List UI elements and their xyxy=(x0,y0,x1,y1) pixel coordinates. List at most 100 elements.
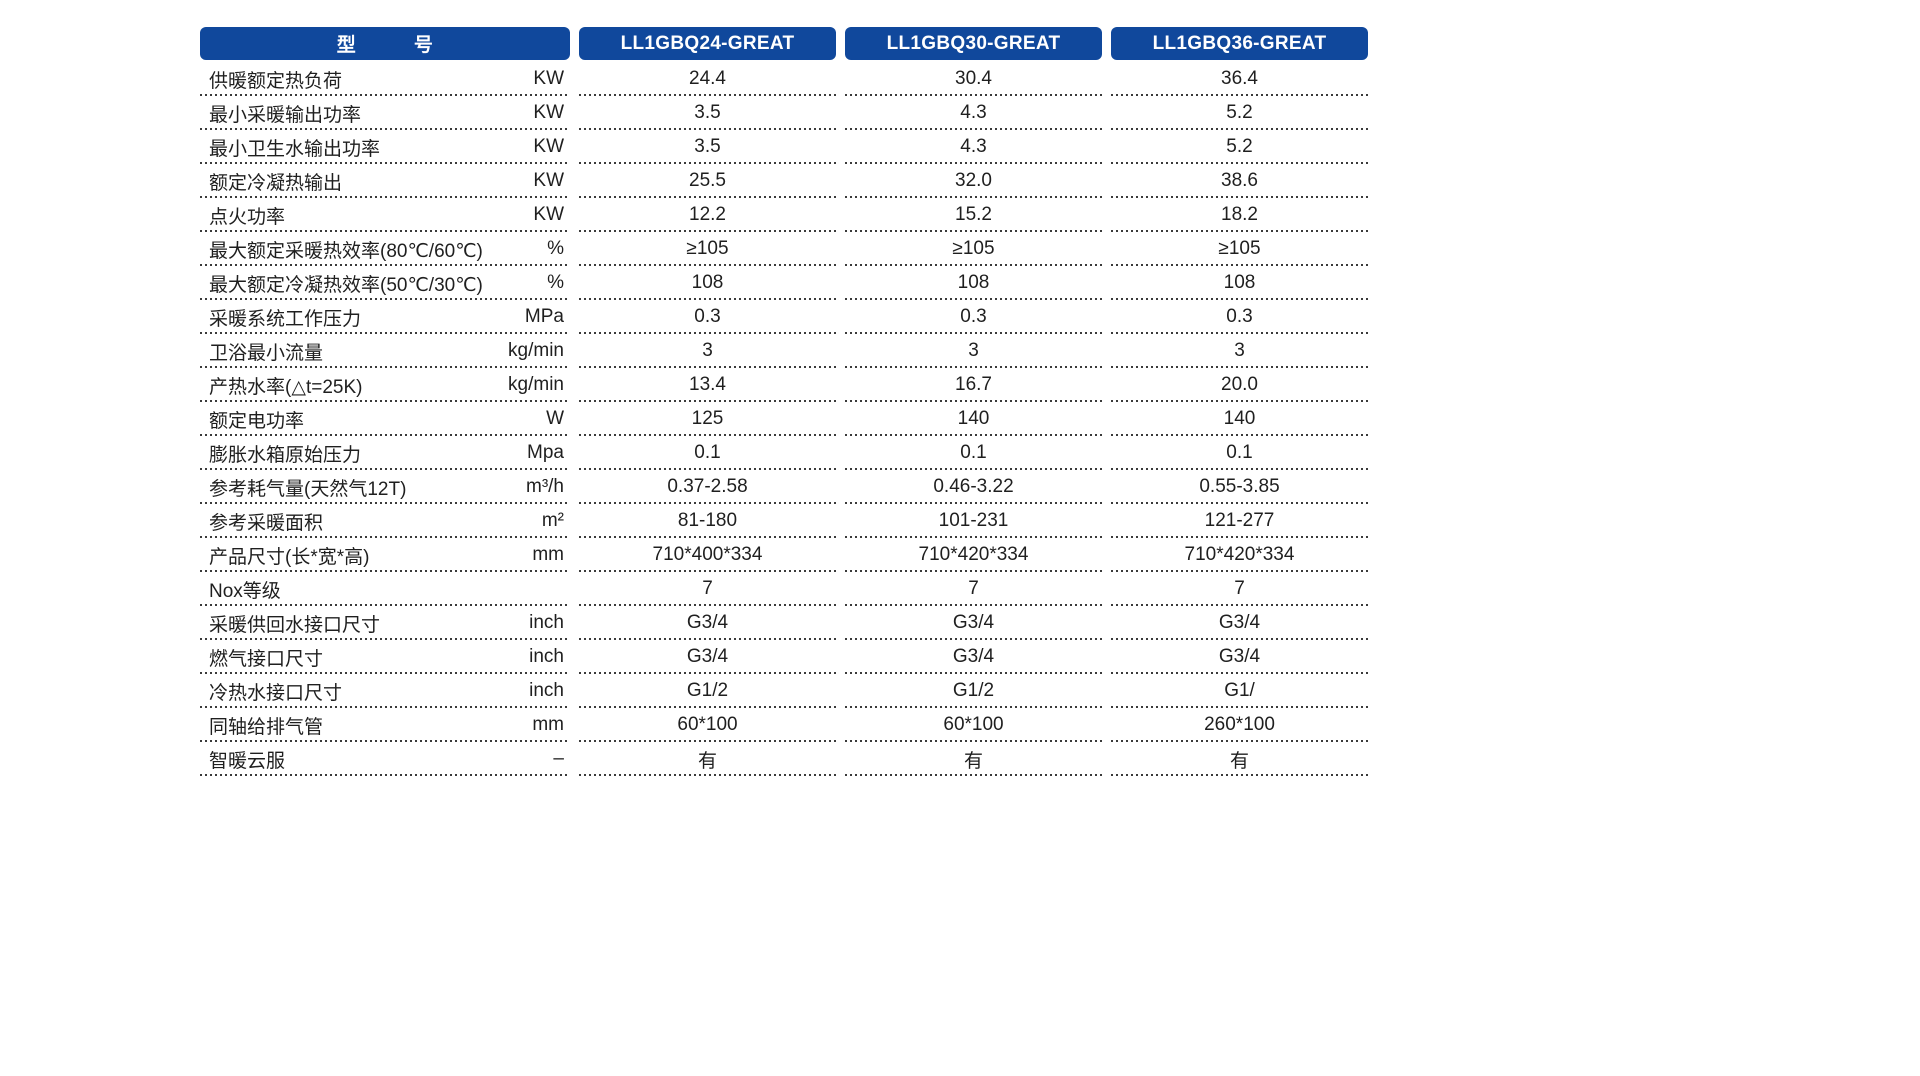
spec-value: 121-277 xyxy=(1204,510,1275,531)
spec-unit: – xyxy=(553,748,564,769)
spec-value: 140 xyxy=(1223,408,1256,429)
spec-value-cell: 25.5 xyxy=(579,164,836,198)
spec-value: 0.37-2.58 xyxy=(667,476,748,497)
spec-value: 108 xyxy=(957,272,990,293)
spec-label: 供暖额定热负荷 xyxy=(209,70,343,92)
spec-row-label-cell: 最小采暖输出功率 KW xyxy=(200,96,570,130)
spec-row-label-cell: 点火功率 KW xyxy=(200,198,570,232)
spec-row-label-cell: 采暖系统工作压力 MPa xyxy=(200,300,570,334)
spec-value-cell: 7 xyxy=(1111,572,1368,606)
spec-label: 额定电功率 xyxy=(209,410,305,432)
spec-value: 有 xyxy=(697,750,717,772)
spec-value-cell: G1/2 xyxy=(579,674,836,708)
spec-value-cell: 60*100 xyxy=(845,708,1102,742)
spec-value: 4.3 xyxy=(960,102,987,123)
spec-row-label-cell: Nox等级 xyxy=(200,572,570,606)
model-header-label: LL1GBQ30-GREAT xyxy=(886,32,1061,54)
spec-row-label-cell: 燃气接口尺寸 inch xyxy=(200,640,570,674)
spec-value: 30.4 xyxy=(955,68,992,89)
spec-value: 7 xyxy=(968,578,979,599)
spec-value: 108 xyxy=(691,272,724,293)
spec-value-cell: 16.7 xyxy=(845,368,1102,402)
spec-value-cell: 15.2 xyxy=(845,198,1102,232)
spec-value-cell: 121-277 xyxy=(1111,504,1368,538)
spec-label: 采暖供回水接口尺寸 xyxy=(209,614,381,636)
spec-value: 60*100 xyxy=(677,714,738,735)
spec-value-cell: 20.0 xyxy=(1111,368,1368,402)
spec-table: 型 号 LL1GBQ24-GREAT LL1GBQ30-GREAT LL1GBQ… xyxy=(200,27,1368,776)
spec-label: 智暖云服 xyxy=(209,750,286,772)
spec-label: Nox等级 xyxy=(209,580,281,602)
spec-value: 3 xyxy=(702,340,713,361)
spec-value-cell: 125 xyxy=(579,402,836,436)
spec-value-cell: 36.4 xyxy=(1111,62,1368,96)
spec-value-cell: G3/4 xyxy=(579,640,836,674)
spec-value-cell: 4.3 xyxy=(845,96,1102,130)
spec-value-cell: 3 xyxy=(579,334,836,368)
spec-unit: kg/min xyxy=(508,340,564,361)
spec-row-label-cell: 额定冷凝热输出 KW xyxy=(200,164,570,198)
spec-label: 参考耗气量(天然气12T) xyxy=(209,478,407,500)
spec-value-cell: 3.5 xyxy=(579,96,836,130)
spec-value: G3/4 xyxy=(686,612,729,633)
spec-value-cell: 24.4 xyxy=(579,62,836,96)
spec-value: G1/2 xyxy=(952,680,995,701)
spec-value-cell: 4.3 xyxy=(845,130,1102,164)
spec-unit: % xyxy=(547,272,564,293)
spec-value-cell: 3 xyxy=(1111,334,1368,368)
model-header-label: LL1GBQ24-GREAT xyxy=(620,32,795,54)
spec-row-label-cell: 最小卫生水输出功率 KW xyxy=(200,130,570,164)
spec-value-cell: 140 xyxy=(845,402,1102,436)
spec-value: 260*100 xyxy=(1204,714,1275,735)
spec-label: 参考采暖面积 xyxy=(209,512,324,534)
spec-unit: KW xyxy=(533,68,564,89)
spec-value-cell: 3 xyxy=(845,334,1102,368)
spec-row-label-cell: 智暖云服 – xyxy=(200,742,570,776)
spec-value-cell: 有 xyxy=(579,742,836,776)
spec-value: 16.7 xyxy=(955,374,992,395)
spec-value: 710*420*334 xyxy=(1184,544,1295,565)
spec-value: 108 xyxy=(1223,272,1256,293)
spec-value-cell: G3/4 xyxy=(579,606,836,640)
spec-value-cell: 710*420*334 xyxy=(1111,538,1368,572)
spec-value: 7 xyxy=(702,578,713,599)
spec-value-cell: 140 xyxy=(1111,402,1368,436)
spec-value: 0.1 xyxy=(1226,442,1253,463)
spec-unit: m³/h xyxy=(526,476,564,497)
spec-value-cell: G3/4 xyxy=(1111,640,1368,674)
spec-value-cell: ≥105 xyxy=(1111,232,1368,266)
spec-row-label-cell: 供暖额定热负荷 KW xyxy=(200,62,570,96)
spec-label: 最大额定冷凝热效率(50℃/30℃) xyxy=(209,274,483,296)
spec-unit: m² xyxy=(541,510,564,531)
spec-value-cell: ≥105 xyxy=(845,232,1102,266)
spec-row-label-cell: 产热水率(△t=25K) kg/min xyxy=(200,368,570,402)
spec-value-cell: G3/4 xyxy=(845,606,1102,640)
spec-value: 有 xyxy=(963,750,983,772)
spec-row-label-cell: 最大额定采暖热效率(80℃/60℃) % xyxy=(200,232,570,266)
spec-row-label-cell: 参考采暖面积 m² xyxy=(200,504,570,538)
spec-value: ≥105 xyxy=(686,238,729,259)
spec-value-cell: 0.1 xyxy=(1111,436,1368,470)
spec-value: 15.2 xyxy=(955,204,992,225)
spec-label: 膨胀水箱原始压力 xyxy=(209,444,362,466)
spec-value-cell: 0.3 xyxy=(1111,300,1368,334)
spec-value: 24.4 xyxy=(689,68,726,89)
spec-row-label-cell: 膨胀水箱原始压力 Mpa xyxy=(200,436,570,470)
spec-label: 同轴给排气管 xyxy=(209,716,324,738)
spec-value-cell: 7 xyxy=(579,572,836,606)
spec-value: 3.5 xyxy=(694,136,721,157)
spec-value: G3/4 xyxy=(1218,646,1261,667)
spec-value-cell: 0.3 xyxy=(579,300,836,334)
spec-unit: inch xyxy=(529,680,564,701)
spec-value-cell: 有 xyxy=(1111,742,1368,776)
spec-value: 0.3 xyxy=(960,306,987,327)
spec-row-label-cell: 同轴给排气管 mm xyxy=(200,708,570,742)
spec-value-cell: 有 xyxy=(845,742,1102,776)
spec-value-cell: 260*100 xyxy=(1111,708,1368,742)
spec-unit: KW xyxy=(533,204,564,225)
spec-value-cell: 13.4 xyxy=(579,368,836,402)
spec-label: 卫浴最小流量 xyxy=(209,342,324,364)
spec-unit: MPa xyxy=(524,306,564,327)
spec-unit: Mpa xyxy=(527,442,564,463)
spec-unit: inch xyxy=(529,612,564,633)
